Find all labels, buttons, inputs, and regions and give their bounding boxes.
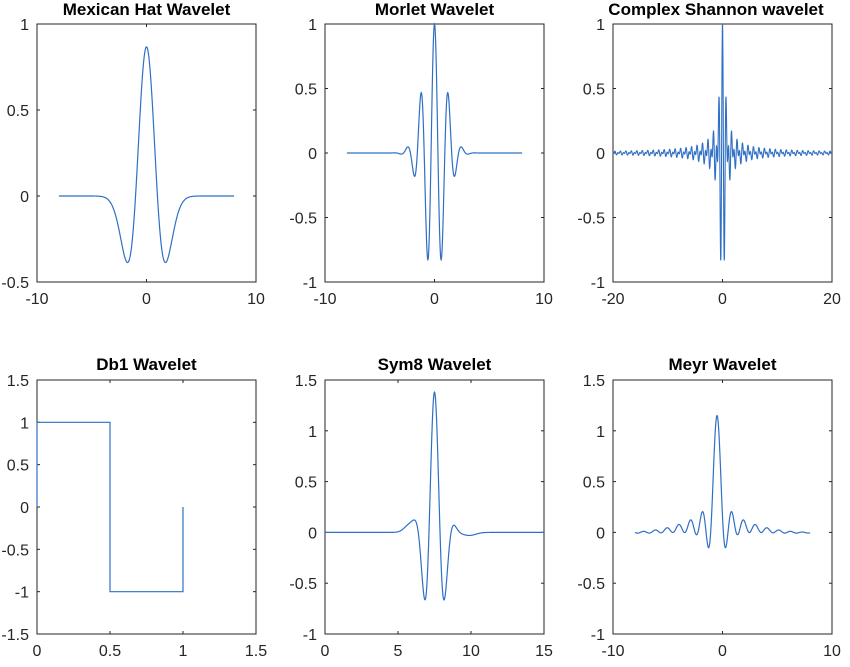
x-tick-label: 0	[718, 643, 727, 660]
y-tick-label: 1	[308, 424, 317, 441]
y-tick-label: 1	[596, 424, 605, 441]
y-tick-label: 0	[308, 146, 317, 163]
x-tick-label: -10	[601, 643, 624, 660]
y-tick-label: 1	[308, 17, 317, 34]
x-tick-label: 0	[718, 291, 727, 308]
y-tick-label: 0	[20, 189, 29, 206]
y-tick-label: -1	[591, 275, 605, 292]
panel-morlet: Morlet Wavelet -10 0 10 -1 -0.5 0 0.5 1	[289, 0, 553, 308]
x-tick-label: 5	[394, 643, 403, 660]
panel-complex-shannon: Complex Shannon wavelet -20 0 20 -1 -0.5 0 0.…	[577, 0, 841, 308]
chart-title: Mexican Hat Wavelet	[63, 0, 231, 19]
x-tick-label: -10	[25, 291, 48, 308]
y-tick-label: 0.5	[7, 103, 29, 120]
chart-title: Sym8 Wavelet	[378, 355, 492, 374]
y-tick-label: 0	[596, 146, 605, 163]
y-tick-label: -0.5	[577, 211, 605, 228]
y-tick-label: -1.5	[1, 627, 29, 644]
y-tick-label: 0	[596, 525, 605, 542]
x-tick-label: 0	[430, 291, 439, 308]
x-tick-label: 0	[33, 643, 42, 660]
x-tick-label: 10	[247, 291, 265, 308]
y-tick-label: -1	[303, 275, 317, 292]
y-tick-label: 0.5	[583, 82, 605, 99]
chart-title: Db1 Wavelet	[96, 355, 197, 374]
x-tick-label: 0.5	[99, 643, 121, 660]
y-tick-label: 0	[20, 500, 29, 517]
panel-sym8: Sym8 Wavelet 0 5 10 15 -1 -0.5 0 0.5 1 1.5	[289, 355, 553, 660]
x-tick-label: 0	[142, 291, 151, 308]
plot-frame	[325, 380, 544, 634]
y-tick-label: -0.5	[1, 542, 29, 559]
y-tick-label: 1	[20, 415, 29, 432]
panel-mexican-hat: Mexican Hat Wavelet -10 0 10 -0.5 0 0.5 1	[1, 0, 265, 308]
y-tick-label: -0.5	[1, 275, 29, 292]
x-tick-label: 0	[321, 643, 330, 660]
y-tick-label: 1.5	[295, 373, 317, 390]
y-tick-label: 0.5	[295, 82, 317, 99]
chart-title: Morlet Wavelet	[375, 0, 495, 19]
y-tick-label: 0.5	[295, 475, 317, 492]
x-tick-label: 10	[823, 643, 841, 660]
y-tick-label: 0	[308, 525, 317, 542]
x-tick-label: 15	[535, 643, 553, 660]
y-tick-label: -0.5	[289, 576, 317, 593]
plot-frame	[37, 24, 256, 282]
y-tick-label: 0.5	[7, 458, 29, 475]
y-tick-label: 0.5	[583, 475, 605, 492]
y-tick-label: 1.5	[7, 373, 29, 390]
x-tick-label: -20	[601, 291, 624, 308]
x-tick-label: 10	[535, 291, 553, 308]
panel-db1: Db1 Wavelet 0 0.5 1 1.5 -1.5 -1 -0.5 0 0.5 1 1.5	[1, 355, 267, 660]
y-tick-label: -0.5	[577, 576, 605, 593]
x-tick-label: 10	[462, 643, 480, 660]
y-tick-label: 1	[20, 17, 29, 34]
y-tick-label: -1	[303, 627, 317, 644]
x-tick-label: 1.5	[245, 643, 267, 660]
y-tick-label: 1.5	[583, 373, 605, 390]
x-tick-label: 1	[179, 643, 188, 660]
y-tick-label: -1	[591, 627, 605, 644]
x-tick-label: 20	[823, 291, 841, 308]
y-tick-label: -0.5	[289, 211, 317, 228]
y-tick-label: 1	[596, 17, 605, 34]
chart-title: Complex Shannon wavelet	[608, 0, 824, 19]
panel-meyer: Meyr Wavelet -10 0 10 -1 -0.5 0 0.5 1 1.5	[577, 355, 841, 660]
chart-title: Meyr Wavelet	[668, 355, 776, 374]
plot-frame	[37, 380, 256, 634]
x-tick-label: -10	[313, 291, 336, 308]
y-tick-label: -1	[15, 585, 29, 602]
